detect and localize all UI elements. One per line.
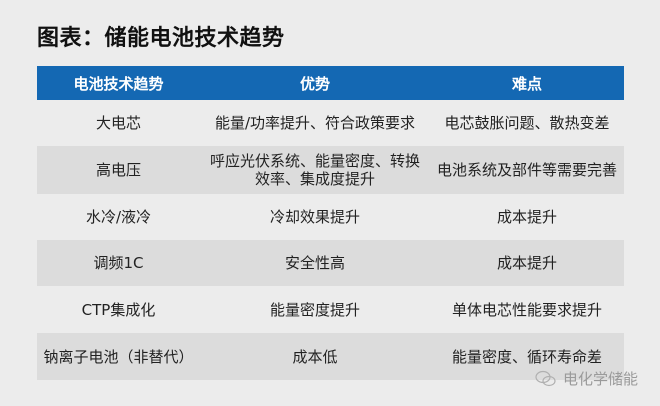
cell-trend: 大电芯	[95, 114, 141, 132]
cell-difficulty: 成本提升	[496, 208, 557, 226]
watermark-text: 电化学储能	[563, 370, 639, 388]
table-row: 钠离子电池（非替代） 成本低 能量密度、循环寿命差	[37, 333, 624, 380]
cell-advantage: 安全性高	[200, 240, 430, 286]
cell-advantage: 能量/功率提升、符合政策要求	[214, 114, 416, 132]
cell-difficulty: 成本提升	[430, 240, 624, 286]
cell-difficulty: 电芯鼓胀问题、散热变差	[444, 114, 610, 132]
cell-difficulty: 电池系统及部件等需要完善	[430, 146, 624, 194]
column-header-trend: 电池技术趋势	[37, 66, 200, 100]
cell-difficulty: 单体电芯性能要求提升	[451, 300, 602, 319]
table-row: 高电压 呼应光伏系统、能量密度、转换效率、集成度提升 电池系统及部件等需要完善	[37, 146, 624, 194]
table-row: 水冷/液冷 冷却效果提升 成本提升	[37, 194, 624, 240]
table-row: 大电芯 能量/功率提升、符合政策要求 电芯鼓胀问题、散热变差	[37, 100, 624, 146]
cell-advantage: 呼应光伏系统、能量密度、转换效率、集成度提升	[200, 146, 430, 194]
watermark: 电化学储能	[535, 368, 638, 389]
wechat-icon	[535, 370, 556, 386]
table-row: 调频1C 安全性高 成本提升	[37, 240, 624, 286]
cell-trend: 水冷/液冷	[85, 208, 152, 226]
cell-advantage: 能量密度提升	[269, 300, 360, 319]
table-row: CTP集成化 能量密度提升 单体电芯性能要求提升	[37, 286, 624, 333]
cell-advantage: 成本低	[200, 333, 430, 380]
cell-difficulty: 能量密度、循环寿命差	[430, 333, 624, 380]
column-header-difficulty: 难点	[430, 66, 624, 100]
page-title: 图表：储能电池技术趋势	[37, 26, 285, 51]
cell-trend: 高电压	[37, 146, 200, 194]
battery-trend-table: 电池技术趋势 优势 难点 大电芯 能量/功率提升、符合政策要求 电芯鼓胀问题、散热变…	[37, 66, 624, 380]
cell-advantage: 冷却效果提升	[269, 208, 360, 226]
table-header-row: 电池技术趋势 优势 难点	[37, 66, 624, 100]
cell-trend: 调频1C	[37, 240, 200, 286]
cell-trend: CTP集成化	[81, 300, 156, 319]
cell-trend: 钠离子电池（非替代）	[37, 333, 200, 380]
column-header-advantage: 优势	[200, 66, 430, 100]
